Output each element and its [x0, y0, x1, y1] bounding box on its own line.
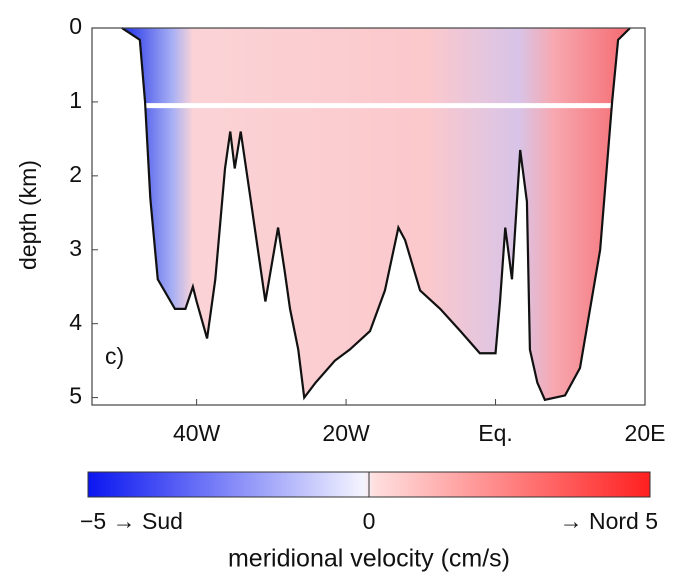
section-field [121, 28, 631, 400]
colorbar-tick-label: −5 → Sud [80, 508, 183, 534]
colorbar-tick-label: 0 [363, 508, 376, 534]
bathymetry-line [121, 27, 631, 402]
y-tick-label: 5 [69, 383, 82, 409]
y-tick-label: 1 [69, 87, 82, 113]
x-tick-label: 40W [173, 420, 221, 446]
x-tick-label: 20E [625, 420, 666, 446]
x-tick-label: Eq. [478, 420, 513, 446]
y-tick-label: 4 [69, 309, 82, 335]
colorbar-label: meridional velocity (cm/s) [228, 545, 510, 573]
y-axis-label: depth (km) [15, 160, 41, 270]
plot-frame [91, 27, 646, 406]
y-tick-label: 3 [69, 235, 82, 261]
y-tick-label: 2 [69, 161, 82, 187]
panel-label: c) [105, 343, 124, 369]
y-tick-label: 0 [69, 13, 82, 39]
x-tick-label: 20W [322, 420, 370, 446]
colorbar-tick-label: → Nord 5 [560, 508, 658, 534]
